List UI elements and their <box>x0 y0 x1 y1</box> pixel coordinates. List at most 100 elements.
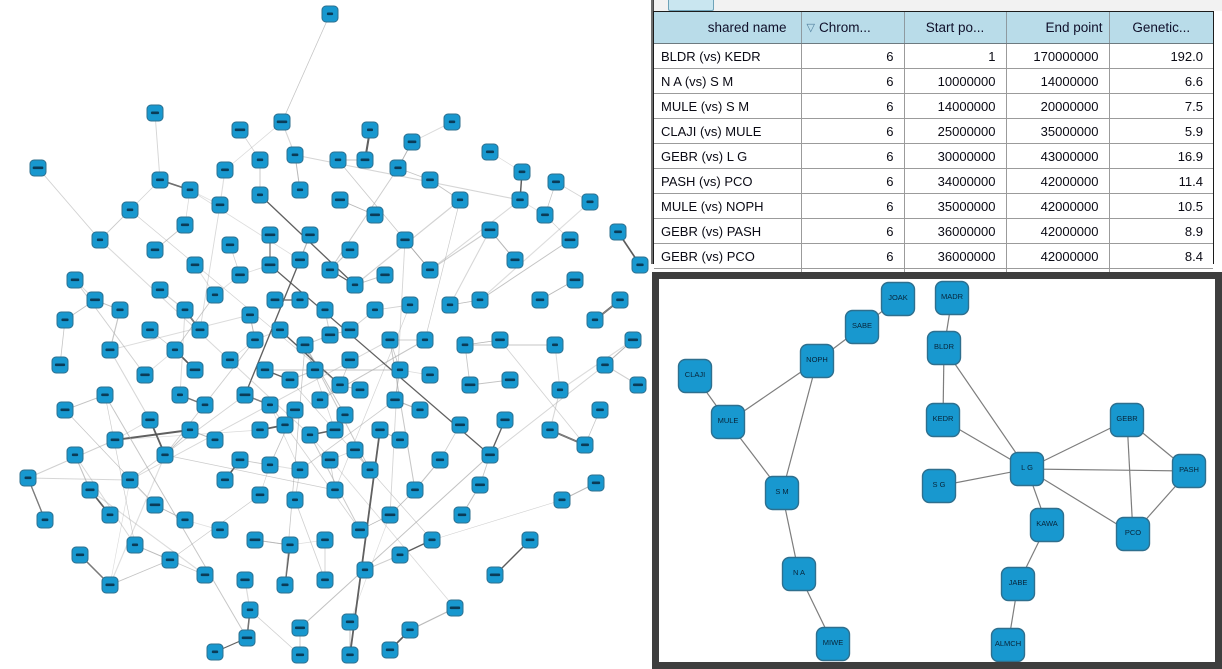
network-node[interactable] <box>406 481 424 499</box>
network-node[interactable] <box>391 431 409 449</box>
network-node[interactable] <box>311 391 329 409</box>
network-node[interactable] <box>376 266 394 284</box>
cell-shared-name[interactable]: CLAJI (vs) MULE <box>654 118 802 144</box>
cell-value[interactable]: 6 <box>801 168 905 194</box>
network-node-l-g[interactable]: L G <box>1009 451 1045 487</box>
overview-network-canvas[interactable] <box>0 0 652 669</box>
network-node[interactable] <box>341 646 359 664</box>
network-node[interactable] <box>321 261 339 279</box>
network-node[interactable] <box>486 566 504 584</box>
network-node[interactable] <box>341 351 359 369</box>
cell-value[interactable]: 6.6 <box>1109 68 1213 94</box>
cell-value[interactable]: 8.9 <box>1109 218 1213 244</box>
network-node[interactable] <box>587 474 605 492</box>
network-node[interactable] <box>291 619 309 637</box>
network-node[interactable] <box>421 171 439 189</box>
network-node[interactable] <box>151 281 169 299</box>
network-node[interactable] <box>411 401 429 419</box>
network-node[interactable] <box>361 121 379 139</box>
network-node[interactable] <box>609 223 627 241</box>
column-header-start-position[interactable]: Start po... <box>904 12 1007 44</box>
network-node[interactable] <box>281 371 299 389</box>
network-node[interactable] <box>271 321 289 339</box>
network-node[interactable] <box>141 411 159 429</box>
column-header-chromosome[interactable]: ▽ Chrom... <box>801 12 905 44</box>
network-node[interactable] <box>236 571 254 589</box>
network-node[interactable] <box>446 599 464 617</box>
network-node[interactable] <box>81 481 99 499</box>
network-node[interactable] <box>511 191 529 209</box>
network-node[interactable] <box>631 256 649 274</box>
network-node[interactable] <box>51 356 69 374</box>
network-node[interactable] <box>301 426 319 444</box>
network-node[interactable] <box>86 291 104 309</box>
cell-value[interactable]: 170000000 <box>1006 43 1110 69</box>
network-node[interactable] <box>276 576 294 594</box>
network-node[interactable] <box>291 181 309 199</box>
network-node[interactable] <box>276 416 294 434</box>
network-node[interactable] <box>501 371 519 389</box>
network-node[interactable] <box>211 196 229 214</box>
network-node[interactable] <box>441 296 459 314</box>
network-node[interactable] <box>423 531 441 549</box>
network-node[interactable] <box>351 381 369 399</box>
network-node[interactable] <box>56 311 74 329</box>
network-node[interactable] <box>416 331 434 349</box>
network-node[interactable] <box>111 301 129 319</box>
network-node[interactable] <box>326 481 344 499</box>
network-node[interactable] <box>396 231 414 249</box>
network-node[interactable] <box>581 193 599 211</box>
network-node[interactable] <box>101 341 119 359</box>
network-node[interactable] <box>36 511 54 529</box>
network-node[interactable] <box>181 421 199 439</box>
network-node[interactable] <box>451 191 469 209</box>
cell-value[interactable]: 6 <box>801 218 905 244</box>
network-node[interactable] <box>101 576 119 594</box>
cell-value[interactable]: 42000000 <box>1006 168 1110 194</box>
cell-value[interactable]: 35000000 <box>904 193 1007 219</box>
network-node[interactable] <box>286 146 304 164</box>
table-row[interactable]: GEBR (vs) PASH 6 36000000 42000000 8.9 <box>654 218 1213 244</box>
network-node[interactable] <box>216 471 234 489</box>
cell-shared-name[interactable]: MULE (vs) NOPH <box>654 193 802 219</box>
network-node[interactable] <box>381 641 399 659</box>
network-node[interactable] <box>496 411 514 429</box>
network-node[interactable] <box>166 341 184 359</box>
network-node[interactable] <box>586 311 604 329</box>
network-node[interactable] <box>241 601 259 619</box>
network-node[interactable] <box>151 171 169 189</box>
network-node[interactable] <box>71 546 89 564</box>
cell-value[interactable]: 35000000 <box>1006 118 1110 144</box>
network-node[interactable] <box>261 396 279 414</box>
network-node[interactable] <box>361 461 379 479</box>
cell-value[interactable]: 6 <box>801 93 905 119</box>
network-node[interactable] <box>329 151 347 169</box>
network-node[interactable] <box>451 416 469 434</box>
network-node[interactable] <box>171 386 189 404</box>
network-node-gebr[interactable]: GEBR <box>1109 402 1145 438</box>
network-node[interactable] <box>306 361 324 379</box>
network-node[interactable] <box>381 331 399 349</box>
network-node[interactable] <box>611 291 629 309</box>
network-node[interactable] <box>231 451 249 469</box>
network-node-claji[interactable]: CLAJI <box>677 358 713 394</box>
network-node[interactable] <box>106 431 124 449</box>
network-node[interactable] <box>266 291 284 309</box>
network-node[interactable] <box>391 546 409 564</box>
cell-shared-name[interactable]: MULE (vs) S M <box>654 93 802 119</box>
column-header-end-point[interactable]: End point <box>1006 12 1110 44</box>
network-node[interactable] <box>56 401 74 419</box>
network-node[interactable] <box>341 321 359 339</box>
network-node[interactable] <box>301 226 319 244</box>
network-node[interactable] <box>286 491 304 509</box>
network-node[interactable] <box>401 296 419 314</box>
subnetwork-panel[interactable]: JOAK MADR SABE BLDR NOPH CLAJI MULE KEDR GEBR L G… <box>652 272 1222 669</box>
network-node[interactable] <box>456 336 474 354</box>
network-node[interactable] <box>238 629 256 647</box>
cell-value[interactable]: 6 <box>801 143 905 169</box>
cell-value[interactable]: 43000000 <box>1006 143 1110 169</box>
cell-shared-name[interactable]: GEBR (vs) PASH <box>654 218 802 244</box>
cell-value[interactable]: 10000000 <box>904 68 1007 94</box>
network-node[interactable] <box>331 376 349 394</box>
network-node-s-m[interactable]: S M <box>764 475 800 511</box>
